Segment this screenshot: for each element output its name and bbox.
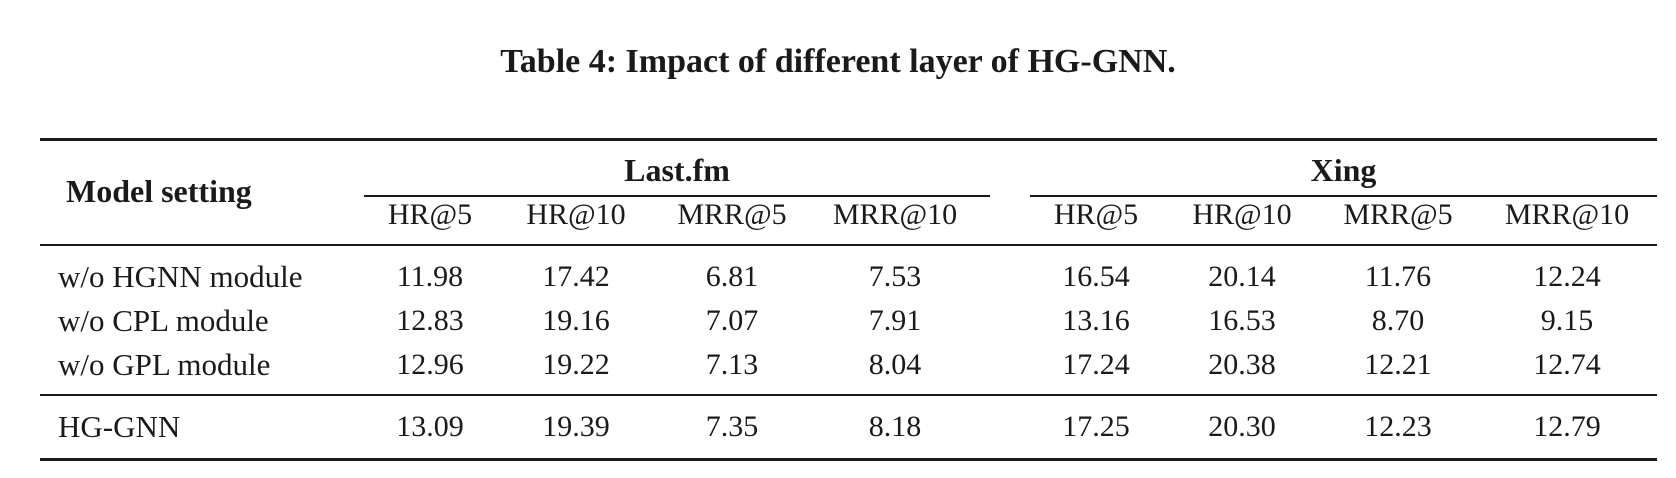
table-cell: 8.18 xyxy=(868,410,922,443)
header-rule xyxy=(40,244,1657,246)
row-label: w/o HGNN module xyxy=(58,259,303,294)
metric-header: MRR@10 xyxy=(1504,198,1630,231)
table-cell: 8.04 xyxy=(868,348,922,381)
model-setting-header: Model setting xyxy=(66,173,252,209)
table-cell: 7.35 xyxy=(705,410,759,443)
table-caption: Table 4: Impact of different layer of HG… xyxy=(500,43,1176,80)
metric-header: HR@10 xyxy=(526,198,626,231)
row-label: HG-GNN xyxy=(58,409,181,444)
metric-header: HR@5 xyxy=(387,198,473,231)
table-cell: 13.09 xyxy=(396,410,464,443)
table-cell: 20.14 xyxy=(1208,260,1276,293)
table-cell: 16.53 xyxy=(1208,304,1276,337)
table-cell: 7.91 xyxy=(868,304,922,337)
metric-header: MRR@5 xyxy=(1343,198,1453,231)
row-label: w/o GPL module xyxy=(58,347,271,382)
metric-header: MRR@10 xyxy=(832,198,958,231)
table-cell: 6.81 xyxy=(705,260,759,293)
table-cell: 17.25 xyxy=(1062,410,1130,443)
table-cell: 12.96 xyxy=(396,348,464,381)
table-cell: 12.21 xyxy=(1364,348,1432,381)
table-cell: 19.39 xyxy=(542,410,610,443)
table-cell: 19.22 xyxy=(542,348,610,381)
group-rule-lastfm xyxy=(364,195,990,197)
table-cell: 7.13 xyxy=(705,348,759,381)
table-cell: 12.79 xyxy=(1533,410,1601,443)
mid-rule xyxy=(40,394,1657,396)
row-label: w/o CPL module xyxy=(58,303,269,338)
table-cell: 8.70 xyxy=(1371,304,1425,337)
bottom-rule xyxy=(40,458,1657,461)
table-cell: 12.74 xyxy=(1533,348,1601,381)
table-cell: 9.15 xyxy=(1540,304,1594,337)
table-cell: 13.16 xyxy=(1062,304,1130,337)
table-cell: 7.07 xyxy=(705,304,759,337)
table-cell: 7.53 xyxy=(868,260,922,293)
table-cell: 17.42 xyxy=(542,260,610,293)
metric-header: HR@10 xyxy=(1192,198,1292,231)
table-cell: 11.98 xyxy=(396,260,464,293)
top-rule xyxy=(40,138,1657,141)
table-cell: 19.16 xyxy=(542,304,610,337)
table-cell: 17.24 xyxy=(1062,348,1130,381)
group-header-lastfm: Last.fm xyxy=(624,152,730,188)
table-cell: 12.83 xyxy=(396,304,464,337)
table-cell: 20.30 xyxy=(1208,410,1276,443)
metric-header: MRR@5 xyxy=(677,198,787,231)
table-cell: 12.23 xyxy=(1364,410,1432,443)
table-cell: 16.54 xyxy=(1062,260,1130,293)
table-cell: 11.76 xyxy=(1364,260,1432,293)
metric-header: HR@5 xyxy=(1053,198,1139,231)
table-cell: 20.38 xyxy=(1208,348,1276,381)
group-header-xing: Xing xyxy=(1310,152,1377,188)
table-cell: 12.24 xyxy=(1533,260,1601,293)
group-rule-xing xyxy=(1030,195,1657,197)
